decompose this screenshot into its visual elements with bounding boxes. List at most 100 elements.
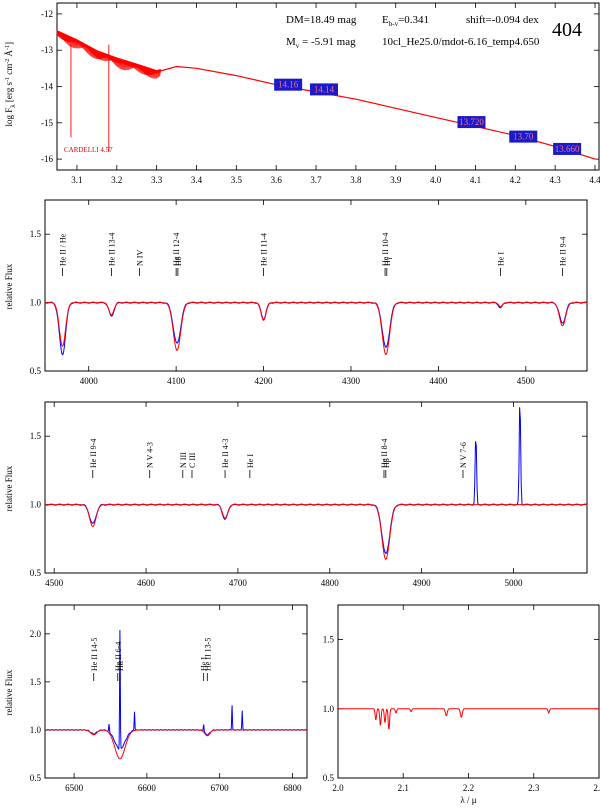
- x-tick-label: 4800: [321, 578, 340, 588]
- line-id-label: He II 12-4: [172, 233, 181, 266]
- x-tick-label: 4700: [229, 578, 248, 588]
- photometry-box: [310, 83, 339, 96]
- photometry-label: 14.14: [314, 84, 335, 94]
- star-id: 404: [552, 19, 582, 41]
- x-tick-label: 4900: [413, 578, 432, 588]
- y-tick-label: 1.5: [30, 431, 42, 441]
- model-name: 10cl_He25.0/mdot-6.16_temp4.650: [382, 36, 540, 48]
- y-tick-label: -12: [41, 9, 53, 19]
- plot-frame: [337, 604, 600, 779]
- line-id-label: Hδ: [174, 256, 183, 266]
- y-tick-label: 0.5: [30, 568, 42, 578]
- magnitude-symbol: M: [286, 36, 296, 48]
- x-tick-label: 4000: [80, 376, 99, 386]
- y-axis-label-part: λ: [9, 104, 17, 108]
- line-id-label: He I: [496, 252, 505, 266]
- y-tick-label: 1.5: [30, 677, 42, 687]
- y-axis-label: relative Flux: [4, 669, 14, 715]
- photometry-box: [274, 78, 303, 91]
- y-axis-label: relative Flux: [4, 465, 14, 511]
- x-tick-label: 3.2: [111, 175, 122, 185]
- line-id-label: Hα: [116, 660, 125, 671]
- x-tick-label: 4.0: [430, 175, 442, 185]
- model-spectrum: [45, 302, 587, 356]
- distance-modulus: DM=18.49 mag: [286, 14, 357, 26]
- panel-blue: 4000 4100 4200 4300 4400 4500 0.5 1.0 1.5 relativ…: [4, 199, 588, 386]
- x-tick-label: 3.7: [310, 175, 322, 185]
- photometry-label: 13.70: [513, 132, 534, 142]
- model-spectrum: [338, 708, 599, 730]
- y-axis-label-part: [erg s: [4, 82, 14, 105]
- y-tick-label: 0.5: [323, 773, 335, 783]
- y-axis-label-part: -1: [5, 45, 11, 50]
- x-tick-label: 6800: [283, 783, 302, 793]
- y-tick-label: 1.0: [30, 725, 42, 735]
- y-axis-label-part: -2: [5, 59, 11, 64]
- reddening-value: =0.341: [398, 14, 429, 26]
- panel-green: 4500 4600 4700 4800 4900 5000 0.5 1.0 1.5 relativ…: [4, 401, 588, 588]
- line-id-label: He II 11-4: [260, 233, 269, 266]
- y-tick-label: 1.0: [30, 500, 42, 510]
- plot-frame: [44, 604, 308, 779]
- x-tick-label: 3.6: [271, 175, 283, 185]
- panel-sed: 3.1 3.2 3.3 3.4 3.5 3.6 3.7 3.8 3.9 4.0 4.1 4.2 4.3 4…: [4, 2, 600, 185]
- reddening: Eb-v=0.341: [382, 14, 429, 28]
- y-tick-label: -14: [41, 82, 53, 92]
- line-id-label: He II 10-4: [381, 233, 390, 266]
- y-tick-label: -15: [41, 118, 53, 128]
- y-axis-label: relative Flux: [4, 263, 14, 309]
- line-id-label: He II 9-4: [559, 237, 568, 266]
- y-axis-label-part: log F: [4, 108, 14, 127]
- x-tick-label: 4.3: [550, 175, 562, 185]
- panel-ir: 2.0 2.1 2.2 2.3 2.4 0.5 1.0 1.5 λ / μ: [323, 604, 600, 805]
- x-tick-label: 4.2: [510, 175, 521, 185]
- x-tick-label: 5000: [505, 578, 524, 588]
- y-axis-label-part: Å: [4, 49, 14, 58]
- line-id-label: N V 4-3: [146, 442, 155, 468]
- observed-spectrum: [44, 629, 308, 751]
- line-id-label: C III: [188, 452, 197, 468]
- line-id-label: Hβ: [382, 458, 391, 468]
- photometry-box: [457, 116, 486, 129]
- observed-spectrum: [44, 407, 588, 555]
- x-tick-label: 3.9: [390, 175, 402, 185]
- y-axis-label-part: ]: [4, 42, 14, 45]
- line-id-label: He I: [246, 454, 255, 468]
- x-axis-label: λ / μ: [460, 795, 476, 805]
- x-tick-label: 4.4: [589, 175, 600, 185]
- absolute-magnitude: Mv = -5.91 mag: [286, 36, 356, 50]
- line-id-label: N IV: [135, 250, 144, 266]
- y-tick-label: 1.5: [30, 229, 42, 239]
- x-tick-label: 4400: [429, 376, 448, 386]
- x-tick-label: 3.1: [71, 175, 82, 185]
- photometry-label: 13.720: [459, 117, 484, 127]
- line-id-label: He II 4-3: [221, 439, 230, 468]
- x-tick-label: 2.4: [593, 783, 600, 793]
- photometry-label: 13.660: [555, 144, 580, 154]
- reddening-law-label: CARDELLI 4.57: [64, 146, 113, 154]
- line-id-label: He II 9-4: [89, 439, 98, 468]
- line-id-label: He I: [200, 657, 209, 671]
- plot-frame: [44, 199, 588, 372]
- model-spectrum: [45, 729, 307, 760]
- x-tick-label: 3.4: [191, 175, 203, 185]
- model-spectrum: [45, 504, 587, 561]
- line-id-label: He II 13-4: [107, 233, 116, 266]
- plot-frame: [44, 401, 588, 574]
- photometry-label: 14.16: [278, 80, 299, 90]
- y-tick-label: -13: [41, 45, 53, 55]
- line-id-label: He II 8-4: [380, 439, 389, 468]
- photometry-box: [553, 142, 582, 155]
- y-tick-label: 0.5: [30, 366, 42, 376]
- shift-value: shift=-0.094 dex: [466, 14, 539, 26]
- x-tick-label: 4500: [517, 376, 536, 386]
- magnitude-value: = -5.91 mag: [299, 36, 356, 48]
- x-tick-label: 4200: [255, 376, 274, 386]
- y-tick-label: 2.0: [30, 629, 42, 639]
- x-tick-label: 4300: [342, 376, 361, 386]
- line-id-label: He II 6-4: [114, 642, 123, 671]
- x-tick-label: 2.3: [528, 783, 540, 793]
- x-tick-label: 6600: [138, 783, 157, 793]
- y-axis-label-part: -1: [5, 77, 11, 82]
